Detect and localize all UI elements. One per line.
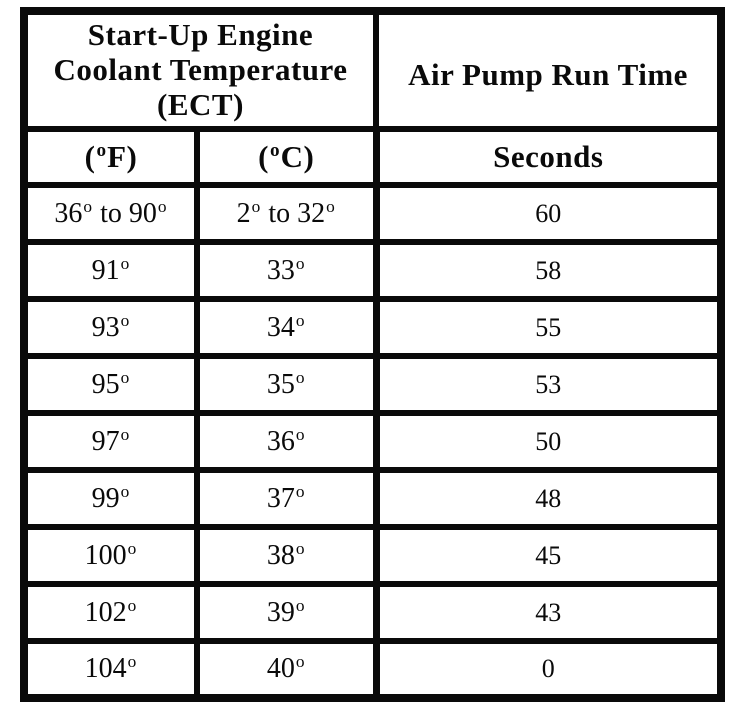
seconds-cell: 60	[372, 182, 724, 245]
ect-c-cell: 40o	[194, 638, 379, 701]
ect-header-title: Start-Up Engine Coolant Temperature (ECT…	[53, 17, 348, 122]
ect-c-cell: 36o	[194, 410, 379, 473]
ect-c-cell: 33o	[194, 239, 379, 302]
table-row: 102o 39o 43	[21, 581, 724, 644]
ect-c-cell: 39o	[194, 581, 379, 644]
ect-c-cell: 35o	[194, 353, 379, 416]
ect-header-cell: Start-Up Engine Coolant Temperature (ECT…	[21, 8, 379, 132]
air-pump-run-time-table: Start-Up Engine Coolant Temperature (ECT…	[20, 7, 725, 702]
ect-c-cell: 2o to 32o	[194, 182, 379, 245]
ect-f-cell: 102o	[21, 581, 200, 644]
ect-c-cell: 34o	[194, 296, 379, 359]
table-row: 97o 36o 50	[21, 410, 724, 473]
seconds-cell: 48	[372, 467, 724, 530]
table-row: 104o 40o 0	[21, 638, 724, 701]
ect-f-cell: 36o to 90o	[21, 182, 200, 245]
seconds-cell: 55	[372, 296, 724, 359]
air-pump-header-cell: Air Pump Run Time	[373, 8, 724, 132]
seconds-cell: 43	[372, 581, 724, 644]
table-row: 36o to 90o 2o to 32o 60	[21, 182, 724, 245]
ect-f-cell: 100o	[21, 524, 200, 587]
table-row: 93o 34o 55	[21, 296, 724, 359]
table-header-row-2: (oF) (oC) Seconds	[21, 126, 724, 188]
ect-f-cell: 91o	[21, 239, 200, 302]
ect-c-cell: 38o	[194, 524, 379, 587]
seconds-cell: 45	[372, 524, 724, 587]
ect-f-cell: 95o	[21, 353, 200, 416]
col-header-celsius: (oC)	[194, 126, 379, 188]
ect-f-cell: 104o	[21, 638, 200, 701]
ect-f-cell: 97o	[21, 410, 200, 473]
table-row: 95o 35o 53	[21, 353, 724, 416]
col-header-seconds: Seconds	[372, 126, 724, 188]
seconds-cell: 58	[372, 239, 724, 302]
table-header-row-1: Start-Up Engine Coolant Temperature (ECT…	[21, 8, 724, 132]
ect-f-cell: 93o	[21, 296, 200, 359]
table-row: 91o 33o 58	[21, 239, 724, 302]
col-header-fahrenheit: (oF)	[21, 126, 200, 188]
ect-f-cell: 99o	[21, 467, 200, 530]
table-row: 99o 37o 48	[21, 467, 724, 530]
seconds-cell: 53	[372, 353, 724, 416]
table-row: 100o 38o 45	[21, 524, 724, 587]
seconds-cell: 0	[372, 638, 724, 701]
seconds-cell: 50	[372, 410, 724, 473]
ect-c-cell: 37o	[194, 467, 379, 530]
air-pump-header-title: Air Pump Run Time	[408, 57, 688, 93]
